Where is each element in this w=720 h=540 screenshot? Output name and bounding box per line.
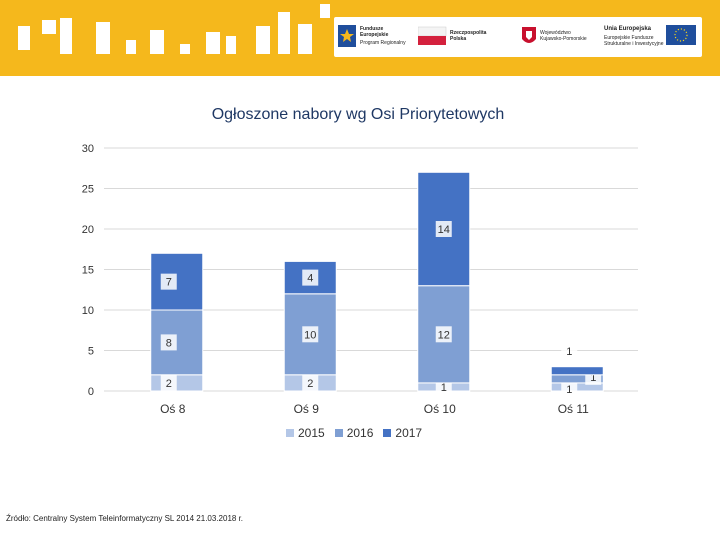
data-label: 10 xyxy=(304,329,316,341)
banner-decoration xyxy=(256,26,270,54)
banner-decoration xyxy=(180,44,190,54)
data-label-box xyxy=(160,334,177,351)
data-label: 7 xyxy=(166,277,172,289)
stacked-bar-chart: 0 5 10 15 20 25 30 2 8 7 Oś 8 2 10 4 Oś 9 1 12 14 Oś 10 1 1 1… xyxy=(82,143,638,416)
legend-label: 2015 xyxy=(298,426,325,440)
y-tick-label: 30 xyxy=(82,143,94,155)
data-label: 2 xyxy=(307,378,313,390)
y-tick-label: 5 xyxy=(88,346,94,358)
banner-decoration xyxy=(298,24,312,54)
rzeczpospolita-logo: Rzeczpospolita Polska xyxy=(417,23,492,51)
logo-sublabel: Europejskie Fundusze Strukturalne i Inwe… xyxy=(604,35,664,47)
data-label: 2 xyxy=(166,378,172,390)
logo-label: Unia Europejska xyxy=(604,26,652,32)
eu-flag-icon xyxy=(666,25,696,45)
data-label: 1 xyxy=(566,384,572,396)
logo-label: Województwo Kujawsko-Pomorskie xyxy=(540,30,587,42)
x-tick-label: Oś 9 xyxy=(294,402,320,416)
banner-decoration xyxy=(206,32,220,54)
legend-swatch xyxy=(286,429,294,437)
data-label-box xyxy=(302,374,319,391)
partner-logos: Fundusze Europejskie Program Regionalny … xyxy=(334,17,702,57)
fundusze-europejskie-logo: Fundusze Europejskie Program Regionalny xyxy=(338,23,408,51)
y-tick-label: 10 xyxy=(82,305,94,317)
x-tick-label: Oś 8 xyxy=(160,402,186,416)
data-label-box xyxy=(435,221,452,237)
data-label: 12 xyxy=(438,329,450,341)
data-label-box xyxy=(561,342,578,359)
banner-decoration xyxy=(150,30,164,54)
legend-item-2016: 2016 xyxy=(334,426,374,440)
banner-decoration xyxy=(60,18,72,54)
polish-flag-icon xyxy=(417,26,447,45)
data-label-box xyxy=(561,380,578,397)
x-tick-label: Oś 11 xyxy=(558,402,589,416)
data-label: 14 xyxy=(438,224,450,236)
data-label-box xyxy=(302,269,319,286)
y-tick-label: 0 xyxy=(88,386,94,398)
legend-item-2017: 2017 xyxy=(383,426,422,440)
chart-legend: 2015 2016 2017 xyxy=(286,426,422,440)
data-label: 8 xyxy=(166,337,172,349)
banner-decoration xyxy=(320,4,330,18)
source-note: Źródło: Centralny System Teleinformatycz… xyxy=(6,514,244,523)
data-label-box xyxy=(160,374,177,391)
wojewodztwo-logo: Województwo Kujawsko-Pomorskie xyxy=(520,23,594,51)
data-label-box xyxy=(160,273,177,290)
banner-decoration xyxy=(18,26,30,50)
data-label-box xyxy=(435,326,452,343)
legend-label: 2017 xyxy=(395,426,423,440)
banner-decoration xyxy=(96,22,110,54)
data-label: 4 xyxy=(307,273,313,285)
legend-swatch xyxy=(383,429,392,437)
header-banner: Fundusze Europejskie Program Regionalny … xyxy=(0,0,720,76)
data-label: 1 xyxy=(441,382,447,394)
banner-decoration xyxy=(278,12,290,54)
data-label: 1 xyxy=(590,372,596,384)
x-tick-label: Oś 10 xyxy=(424,402,456,416)
bar-segment xyxy=(550,366,604,376)
y-tick-label: 15 xyxy=(82,265,94,277)
banner-decoration xyxy=(226,36,236,54)
legend-label: 2016 xyxy=(346,426,374,440)
y-tick-label: 20 xyxy=(82,224,94,236)
logo-label: Fundusze Europejskie xyxy=(360,26,389,38)
chart-title: Ogłoszone nabory wg Osi Priorytetowych xyxy=(211,106,505,123)
data-label: 1 xyxy=(566,346,572,358)
y-tick-label: 25 xyxy=(82,184,94,196)
banner-decoration xyxy=(42,20,56,34)
legend-item-2015: 2015 xyxy=(286,426,325,440)
data-label-box xyxy=(302,326,319,343)
fundusze-star-icon xyxy=(338,25,356,47)
unia-europejska-logo: Unia Europejska Europejskie Fundusze Str… xyxy=(604,23,698,51)
coat-of-arms-icon xyxy=(522,27,536,43)
banner-decoration xyxy=(126,40,136,54)
logo-label: Rzeczpospolita Polska xyxy=(450,30,487,42)
legend-swatch xyxy=(334,429,343,437)
logo-sublabel: Program Regionalny xyxy=(360,40,406,46)
